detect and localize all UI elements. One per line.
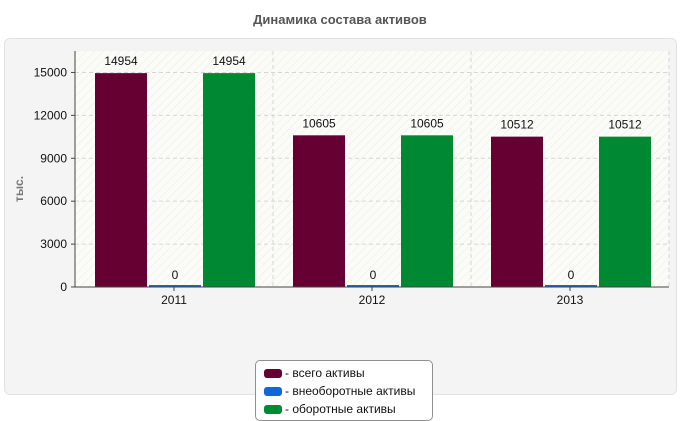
y-tick-label: 3000 (40, 237, 67, 251)
bar (293, 135, 345, 287)
data-labels: 14954 10605 10512 0 0 0 14954 10605 10512 (104, 54, 642, 282)
y-tick-label: 15000 (34, 65, 68, 79)
data-label: 14954 (104, 54, 138, 68)
x-tick-label: 2012 (359, 293, 386, 307)
legend-swatch (264, 386, 282, 396)
axes (74, 51, 669, 288)
legend-label: - оборотные активы (285, 402, 396, 416)
x-axis-ticks: 2011 2012 2013 (161, 287, 584, 307)
legend-item-current-assets: - оборотные активы (256, 400, 432, 418)
y-tick-label: 12000 (34, 108, 68, 122)
grid-lines (74, 51, 670, 287)
legend-item-total-assets: - всего активы (256, 364, 432, 382)
legend-item-noncurrent-assets: - внеоборотные активы (256, 382, 432, 400)
legend: - всего активы - внеоборотные активы - о… (255, 360, 433, 421)
x-tick-label: 2011 (161, 293, 187, 307)
y-tick-label: 6000 (40, 194, 67, 208)
data-label: 10512 (500, 118, 534, 132)
legend-label: - всего активы (285, 366, 365, 380)
bar (545, 285, 597, 287)
bar (401, 135, 453, 287)
y-axis-ticks: 0 3000 6000 9000 12000 15000 (34, 65, 75, 294)
plot-background (75, 51, 669, 287)
data-label: 10605 (302, 116, 336, 130)
bar (149, 285, 201, 287)
chart-panel: 0 3000 6000 9000 12000 15000 14954 10605 10512 0… (4, 38, 677, 421)
bar (95, 73, 147, 287)
bar (203, 73, 255, 287)
bar (491, 136, 543, 287)
bar-chart: 0 3000 6000 9000 12000 15000 14954 10605 10512 0… (12, 51, 670, 307)
y-tick-label: 9000 (40, 151, 67, 165)
bars (95, 73, 651, 287)
y-tick-label: 0 (60, 280, 67, 294)
data-label: 10512 (608, 118, 642, 132)
chart-title: Динамика состава активов (253, 12, 427, 27)
bar (347, 285, 399, 287)
data-label: 14954 (212, 54, 246, 68)
data-label: 10605 (410, 116, 444, 130)
data-label: 0 (568, 268, 575, 282)
legend-swatch (264, 368, 282, 378)
data-label: 0 (370, 268, 377, 282)
bar (599, 136, 651, 287)
legend-swatch (264, 404, 282, 414)
legend-label: - внеоборотные активы (285, 384, 416, 398)
y-axis-label: тыс. (12, 176, 26, 202)
data-label: 0 (172, 268, 179, 282)
x-tick-label: 2013 (557, 293, 584, 307)
plot-area (75, 51, 669, 287)
